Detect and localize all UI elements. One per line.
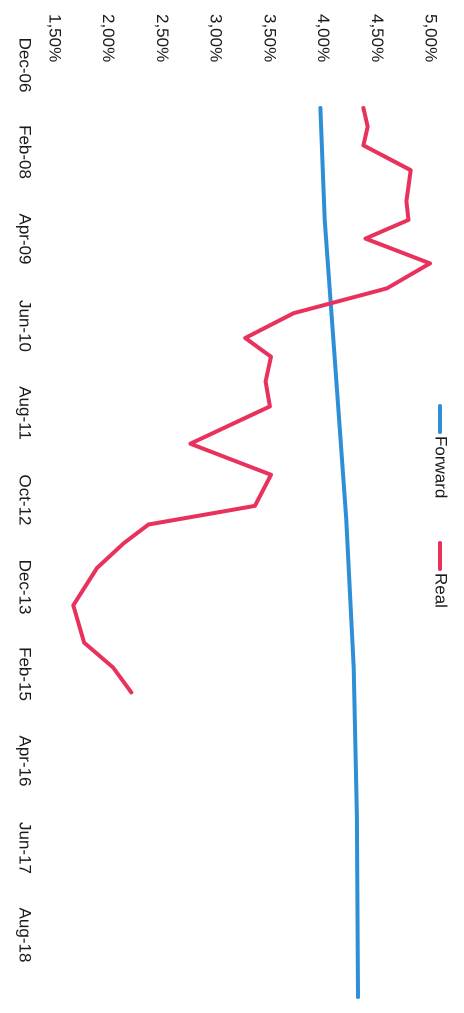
series-lines (71, 106, 432, 999)
y-tick-label: 4,00% (314, 14, 333, 62)
series-line-forward (318, 106, 360, 999)
y-tick-label: 1,50% (46, 14, 65, 62)
series-line-real (71, 106, 432, 695)
x-tick-label: Jun-17 (16, 822, 35, 874)
x-tick-label: Apr-09 (16, 213, 35, 264)
y-axis-tick-labels: 1,50% 2,00% 2,50% 3,00% 3,50% 4,00% 4,50% 5,00% (46, 14, 441, 62)
x-tick-label: Dec-13 (16, 560, 35, 615)
x-axis-tick-labels: Dec-06 Feb-08 Apr-09 Jun-10 Aug-11 Oct-12 Dec-… (16, 38, 35, 963)
x-tick-label: Feb-08 (16, 125, 35, 179)
legend: Forward Real (432, 404, 451, 608)
x-tick-label: Dec-06 (16, 38, 35, 93)
x-tick-label: Jun-10 (16, 300, 35, 352)
y-tick-label: 5,00% (422, 14, 441, 62)
legend-label-forward: Forward (432, 436, 451, 498)
y-tick-label: 3,50% (260, 14, 279, 62)
x-tick-label: Oct-12 (16, 474, 35, 525)
x-tick-label: Apr-16 (16, 735, 35, 786)
y-tick-label: 4,50% (368, 14, 387, 62)
y-tick-label: 2,50% (153, 14, 172, 62)
legend-label-real: Real (432, 573, 451, 608)
x-tick-label: Aug-18 (16, 908, 35, 963)
y-tick-label: 3,00% (207, 14, 226, 62)
y-tick-label: 2,00% (99, 14, 118, 62)
x-tick-label: Aug-11 (16, 386, 35, 440)
x-tick-label: Feb-15 (16, 647, 35, 701)
